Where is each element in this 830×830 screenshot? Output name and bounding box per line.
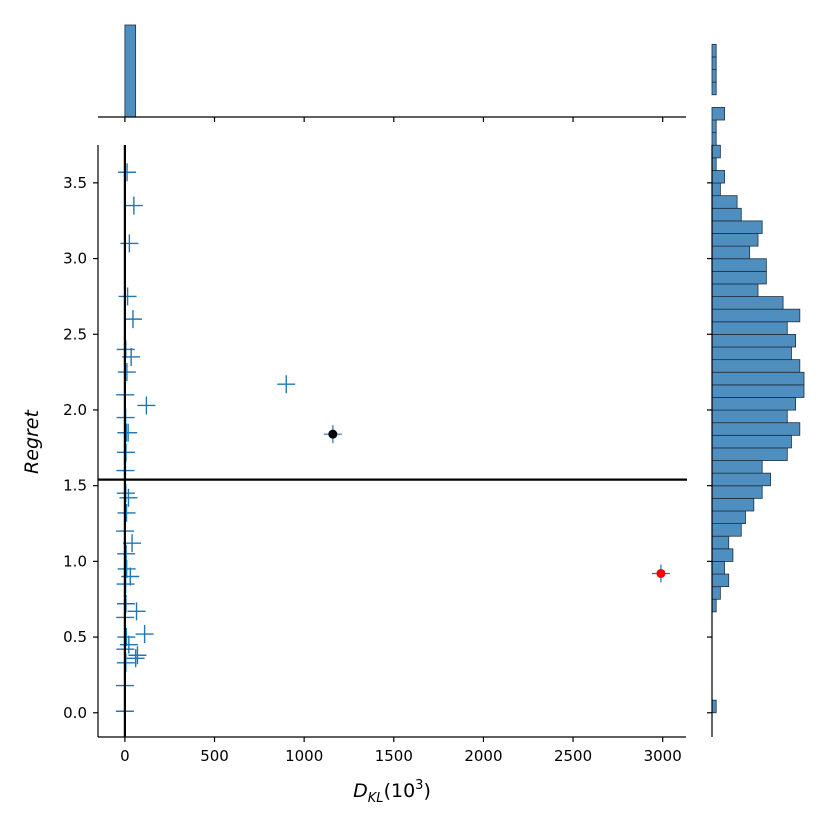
y-hist-bar xyxy=(711,157,717,171)
y-hist-bar xyxy=(711,497,755,512)
scatter-point xyxy=(119,488,138,507)
y-hist-bar xyxy=(711,699,717,714)
x-tick-label: 1000 xyxy=(285,747,323,765)
scatter-point xyxy=(128,646,147,665)
y-hist-bar xyxy=(711,384,805,398)
y-hist-bar xyxy=(711,43,717,58)
y-hist-bar xyxy=(711,170,725,184)
y-tick-label: 2.0 xyxy=(63,401,87,419)
y-hist-bar xyxy=(711,409,788,424)
x-tick-label: 1500 xyxy=(375,747,413,765)
y-hist-bar xyxy=(711,346,792,361)
x-axis-label: DKL(103) xyxy=(353,778,431,806)
y-hist-bar xyxy=(711,321,788,335)
scatter-point xyxy=(117,503,136,522)
highlight-point-dot xyxy=(656,568,666,578)
x-hist-bar xyxy=(124,24,137,118)
y-hist-bar xyxy=(711,283,759,297)
highlight-point-dot xyxy=(328,429,338,439)
y-hist-bar xyxy=(711,598,717,613)
axes: 0 500 1000 1500 2000 2500 3000 0.0 0.5 1.0 1.5 2.0 2… xyxy=(63,145,686,765)
y-tick-label: 2.5 xyxy=(63,325,87,343)
y-hist-bar xyxy=(711,119,717,134)
scatter-point xyxy=(127,602,146,621)
marginal-y-histogram xyxy=(707,43,805,737)
y-hist-bar xyxy=(711,144,721,159)
scatter-point xyxy=(124,196,143,215)
y-tick-label: 0.0 xyxy=(63,704,87,722)
y-hist-bar xyxy=(711,195,738,209)
scatter-point xyxy=(118,287,137,306)
scatter-point xyxy=(117,363,136,382)
x-tick-label: 3000 xyxy=(644,747,682,765)
y-hist-bar xyxy=(711,485,763,499)
y-hist-bar xyxy=(711,472,771,487)
y-hist-bar xyxy=(711,359,801,373)
x-tick-label: 500 xyxy=(200,747,229,765)
y-hist-bar xyxy=(711,132,717,146)
y-tick-label: 3.5 xyxy=(63,174,87,192)
x-tick-label: 2000 xyxy=(464,747,502,765)
y-hist-bar xyxy=(711,69,717,83)
x-tick-label: 2500 xyxy=(554,747,592,765)
y-hist-bar xyxy=(711,258,767,272)
scatter-point xyxy=(117,559,136,578)
highlight-point xyxy=(651,564,670,583)
y-hist-bar xyxy=(711,523,742,537)
y-hist-bar xyxy=(711,308,801,323)
y-hist-bar xyxy=(711,182,721,197)
y-hist-bar xyxy=(711,460,763,474)
scatter-point xyxy=(123,534,142,553)
y-hist-bar xyxy=(711,371,805,386)
main-scatter-plot xyxy=(98,145,687,737)
y-hist-bar xyxy=(711,81,717,96)
y-hist-bar xyxy=(711,270,767,285)
y-tick-label: 1.5 xyxy=(63,477,87,495)
highlight-point xyxy=(323,425,342,444)
y-axis-label: Regret xyxy=(21,409,43,474)
scatter-point xyxy=(137,396,156,415)
scatter-point xyxy=(117,628,136,647)
scatter-point xyxy=(126,649,145,668)
marginal-x-histogram xyxy=(98,24,686,122)
scatter-point xyxy=(123,310,142,329)
scatter-point xyxy=(119,635,138,654)
y-tick-label: 1.0 xyxy=(63,552,87,570)
y-hist-bar xyxy=(711,561,725,575)
y-hist-bar xyxy=(711,296,784,310)
y-hist-bar xyxy=(711,334,797,348)
y-hist-bar xyxy=(711,434,792,449)
y-hist-bar xyxy=(711,233,759,247)
scatter-point xyxy=(117,544,136,563)
y-hist-bar xyxy=(711,447,788,461)
y-hist-bar xyxy=(711,510,746,524)
scatter-point xyxy=(118,163,137,182)
scatter-point xyxy=(277,375,296,394)
y-hist-bar xyxy=(711,397,797,411)
y-hist-bar xyxy=(711,220,763,234)
y-tick-label: 0.5 xyxy=(63,628,87,646)
y-tick-label: 3.0 xyxy=(63,250,87,268)
y-hist-bar xyxy=(711,535,730,550)
y-hist-bar xyxy=(711,548,734,562)
y-hist-bar xyxy=(711,245,751,260)
x-tick-label: 0 xyxy=(120,747,130,765)
scatter-point xyxy=(119,423,138,442)
scatter-point xyxy=(120,234,139,253)
y-hist-bar xyxy=(711,573,730,588)
y-hist-bar xyxy=(711,586,721,600)
y-hist-bar xyxy=(711,207,742,222)
scatter-point xyxy=(135,625,154,644)
y-hist-bar xyxy=(711,106,725,121)
y-hist-bar xyxy=(711,422,801,436)
y-hist-bar xyxy=(711,56,717,70)
